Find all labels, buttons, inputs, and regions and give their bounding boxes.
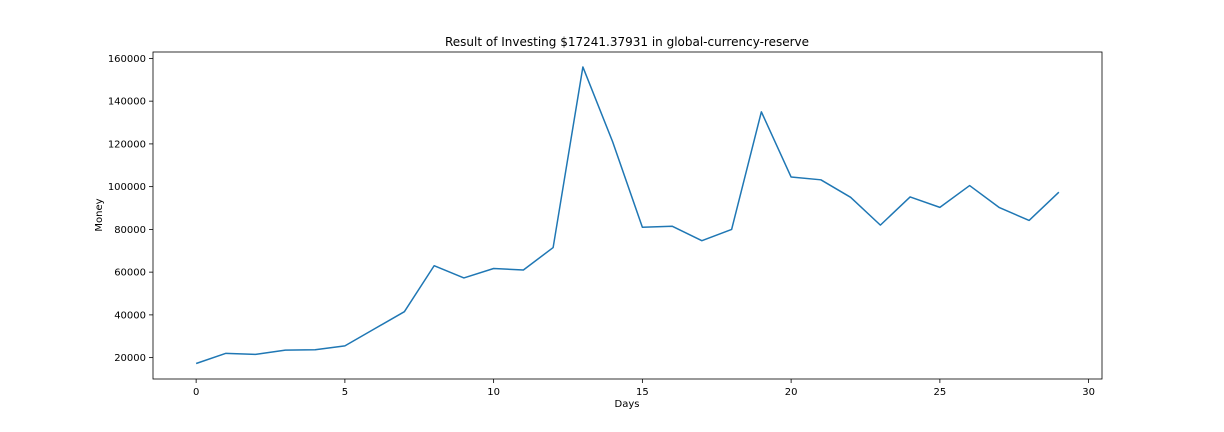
- x-tick-label: 25: [933, 387, 946, 398]
- y-axis-label: Money: [94, 198, 105, 231]
- y-tick-label: 100000: [108, 182, 146, 193]
- x-tick-label: 0: [193, 387, 199, 398]
- x-tick-label: 30: [1082, 387, 1095, 398]
- y-tick-label: 60000: [114, 268, 146, 279]
- chart-title: Result of Investing $17241.37931 in glob…: [445, 35, 809, 49]
- y-tick-label: 160000: [108, 54, 146, 65]
- y-tick-label: 120000: [108, 139, 146, 150]
- y-tick-label: 140000: [108, 97, 146, 108]
- y-tick-label: 80000: [114, 225, 146, 236]
- x-axis-ticks: 0 5 10 15 20 25 30: [193, 379, 1095, 398]
- y-axis-ticks: 20000 40000 60000 80000 100000 120000 140000 16…: [108, 54, 153, 364]
- y-tick-label: 40000: [114, 310, 146, 321]
- x-tick-label: 10: [487, 387, 500, 398]
- plot-frame: [152, 51, 1103, 380]
- x-tick-label: 5: [342, 387, 348, 398]
- x-tick-label: 15: [636, 387, 649, 398]
- x-axis-label: Days: [615, 399, 640, 410]
- y-tick-label: 20000: [114, 353, 146, 364]
- series-line: [195, 66, 1060, 365]
- x-tick-label: 20: [785, 387, 798, 398]
- plot-area: 0 5 10 15 20 25 30 20000 40000 60000 80000 100000 1…: [108, 51, 1103, 398]
